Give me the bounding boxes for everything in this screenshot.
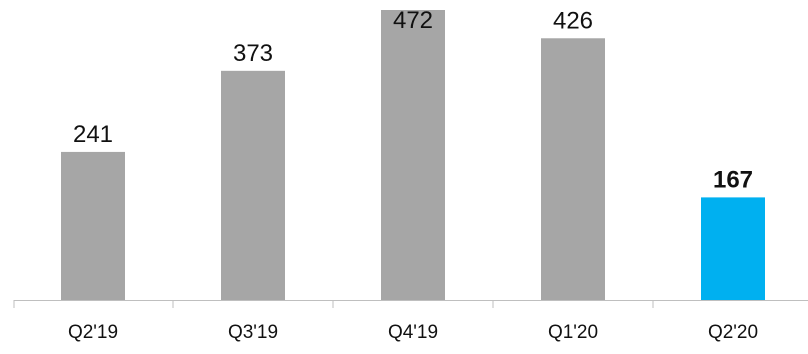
x-tick-label: Q3'19 bbox=[228, 322, 278, 343]
x-tick-label: Q2'20 bbox=[708, 322, 758, 343]
data-label: 472 bbox=[393, 7, 433, 34]
bar-q2-20 bbox=[701, 197, 765, 300]
x-tick-label: Q2'19 bbox=[68, 322, 118, 343]
x-tick-label: Q1'20 bbox=[548, 322, 598, 343]
bar-q2-19 bbox=[61, 152, 125, 300]
x-tick-label: Q4'19 bbox=[388, 322, 438, 343]
bar-q4-19 bbox=[381, 10, 445, 300]
x-tick-labels-group: Q2'19 Q3'19 Q4'19 Q1'20 Q2'20 bbox=[68, 322, 758, 343]
data-label: 426 bbox=[553, 7, 593, 34]
bar-q1-20 bbox=[541, 38, 605, 300]
bars-group bbox=[61, 10, 765, 300]
data-label: 241 bbox=[73, 121, 113, 148]
x-axis bbox=[14, 300, 808, 308]
bar-q3-19 bbox=[221, 71, 285, 300]
data-label: 373 bbox=[233, 40, 273, 67]
data-label: 167 bbox=[713, 166, 753, 193]
